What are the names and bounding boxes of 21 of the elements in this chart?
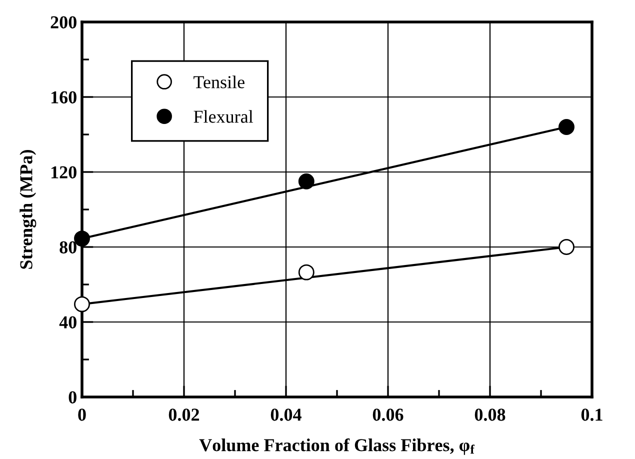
y-tick-label: 160	[52, 91, 76, 104]
point	[558, 239, 574, 255]
point	[298, 264, 314, 280]
y-tick-label: 80	[60, 241, 76, 254]
x-axis-title: Volume Fraction of Glass Fibres, φ$_{f}$	[199, 438, 475, 455]
x-tick-label: 0.06	[372, 408, 404, 421]
y-axis-title: Strength (MPa)	[20, 150, 36, 269]
point	[558, 119, 574, 135]
y-tick-label: 0	[68, 391, 76, 404]
x-tick-label: 0	[78, 408, 86, 421]
x-tick-label: 0.02	[168, 408, 200, 421]
x-tick-label: 0.08	[474, 408, 506, 421]
x-tick-label: 0.1	[581, 408, 602, 421]
y-tick-label: 120	[52, 166, 76, 178]
y-tick-label: 40	[59, 316, 76, 328]
x-tick-label: 0.04	[270, 408, 302, 421]
legend-label: Flexural	[194, 110, 254, 123]
point	[74, 296, 90, 312]
y-tick-label: 200	[50, 16, 76, 28]
legend-label: Tensile	[194, 76, 244, 88]
point	[298, 173, 314, 190]
